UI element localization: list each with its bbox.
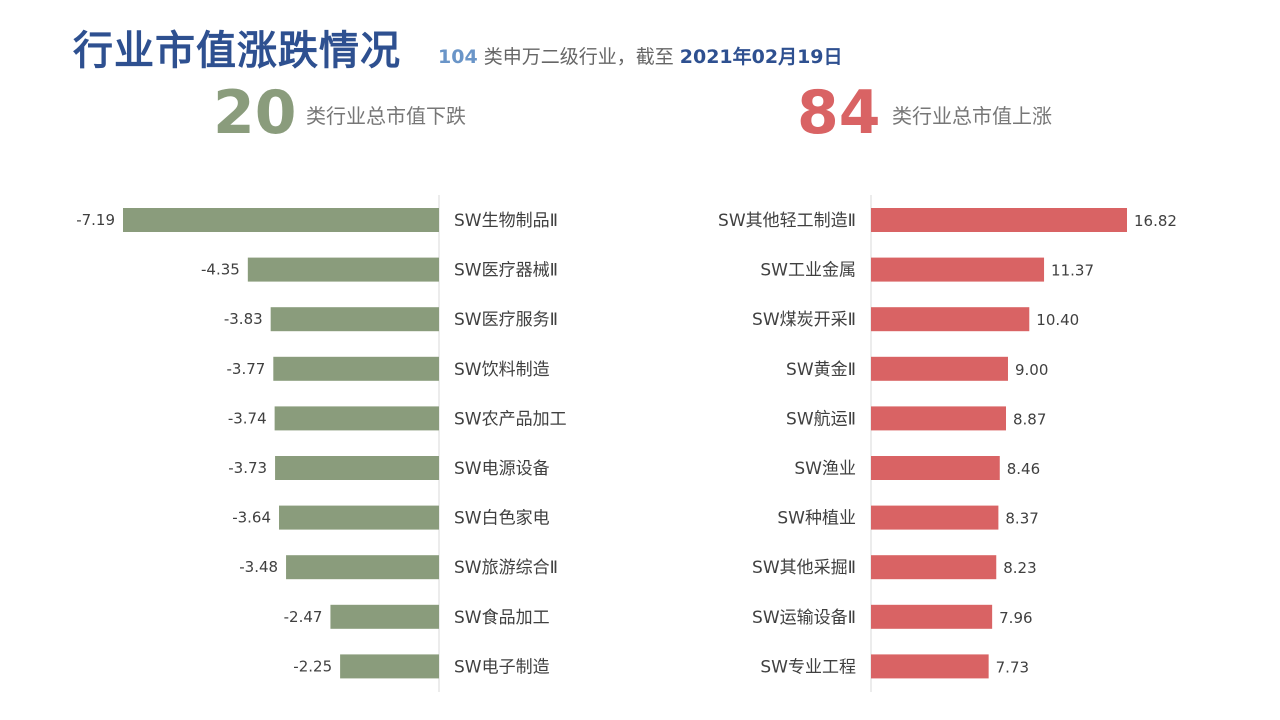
decline-value-label: -3.48	[239, 558, 278, 576]
decline-category-label: SW旅游综合Ⅱ	[454, 558, 558, 578]
decline-value-label: -3.74	[228, 409, 267, 427]
subtitle-count: 104	[438, 46, 478, 68]
stat-rise-label: 类行业总市值上涨	[892, 104, 1052, 128]
decline-category-label: SW农产品加工	[454, 409, 567, 429]
rise-value-label: 10.40	[1036, 311, 1079, 329]
decline-bar-chart: -7.19 SW生物制品Ⅱ -4.35 SW医疗器械Ⅱ -3.83 SW医疗服务Ⅱ -3.7…	[76, 195, 567, 692]
rise-bar	[871, 604, 993, 629]
rise-category-label: SW其他轻工制造Ⅱ	[718, 211, 856, 231]
rise-value-label: 8.87	[1013, 410, 1046, 428]
decline-value-label: -3.64	[232, 509, 271, 527]
rise-bar	[871, 406, 1007, 431]
subtitle-text: 类申万二级行业，截至	[477, 46, 680, 68]
decline-category-label: SW电子制造	[454, 657, 550, 677]
rise-category-label: SW其他采掘Ⅱ	[752, 558, 856, 578]
decline-value-label: -2.25	[293, 657, 332, 675]
decline-category-label: SW医疗服务Ⅱ	[454, 310, 558, 330]
page-title: 行业市值涨跌情况	[73, 28, 401, 74]
decline-bar	[273, 356, 439, 381]
rise-bar	[871, 208, 1127, 232]
decline-category-label: SW饮料制造	[454, 360, 550, 380]
rise-bar	[871, 356, 1008, 381]
decline-category-label: SW食品加工	[454, 608, 550, 628]
rise-category-label: SW运输设备Ⅱ	[752, 608, 856, 628]
decline-bar	[247, 257, 439, 282]
rise-value-label: 16.82	[1134, 212, 1177, 230]
decline-value-label: -3.77	[226, 360, 265, 378]
decline-bar	[274, 406, 439, 431]
decline-bar	[123, 208, 439, 232]
rise-value-label: 7.96	[999, 609, 1032, 627]
stat-decline-label: 类行业总市值下跌	[306, 104, 466, 128]
rise-category-label: SW航运Ⅱ	[786, 409, 856, 429]
decline-category-label: SW白色家电	[454, 509, 550, 529]
decline-bar	[340, 654, 439, 679]
subtitle-date: 2021年02月19日	[679, 46, 843, 68]
rise-value-label: 11.37	[1051, 262, 1094, 280]
page-subtitle: 104 类申万二级行业，截至 2021年02月19日	[438, 42, 843, 69]
rise-category-label: SW渔业	[794, 459, 856, 479]
rise-bar	[871, 257, 1045, 282]
rise-value-label: 7.73	[996, 658, 1029, 676]
decline-value-label: -2.47	[284, 608, 323, 626]
rise-bar	[871, 307, 1030, 332]
rise-value-label: 9.00	[1015, 361, 1048, 379]
rise-bar	[871, 654, 989, 679]
rise-category-label: SW专业工程	[760, 657, 856, 677]
rise-bar	[871, 555, 997, 580]
stat-rise-number: 84	[797, 78, 881, 148]
rise-category-label: SW黄金Ⅱ	[786, 360, 856, 380]
rise-category-label: SW煤炭开采Ⅱ	[752, 310, 856, 330]
rise-value-label: 8.37	[1005, 510, 1038, 528]
stat-decline-number: 20	[213, 78, 297, 148]
decline-value-label: -3.83	[224, 310, 263, 328]
rise-category-label: SW种植业	[777, 509, 856, 529]
decline-value-label: -3.73	[228, 459, 267, 477]
decline-category-label: SW医疗器械Ⅱ	[454, 261, 558, 281]
decline-bar	[279, 505, 439, 530]
decline-category-label: SW电源设备	[454, 459, 550, 479]
decline-bar	[286, 555, 439, 580]
decline-bar	[275, 456, 439, 480]
decline-category-label: SW生物制品Ⅱ	[454, 211, 558, 231]
decline-value-label: -7.19	[76, 211, 115, 229]
rise-bar-chart: 16.82 SW其他轻工制造Ⅱ 11.37 SW工业金属 10.40 SW煤炭开采Ⅱ 9.0…	[718, 195, 1177, 692]
rise-bar	[871, 456, 1000, 480]
decline-bar	[270, 307, 439, 332]
rise-value-label: 8.23	[1003, 559, 1036, 577]
rise-bar	[871, 505, 999, 530]
rise-value-label: 8.46	[1007, 460, 1040, 478]
decline-bar	[330, 604, 439, 629]
rise-category-label: SW工业金属	[760, 261, 856, 281]
decline-value-label: -4.35	[201, 261, 240, 279]
